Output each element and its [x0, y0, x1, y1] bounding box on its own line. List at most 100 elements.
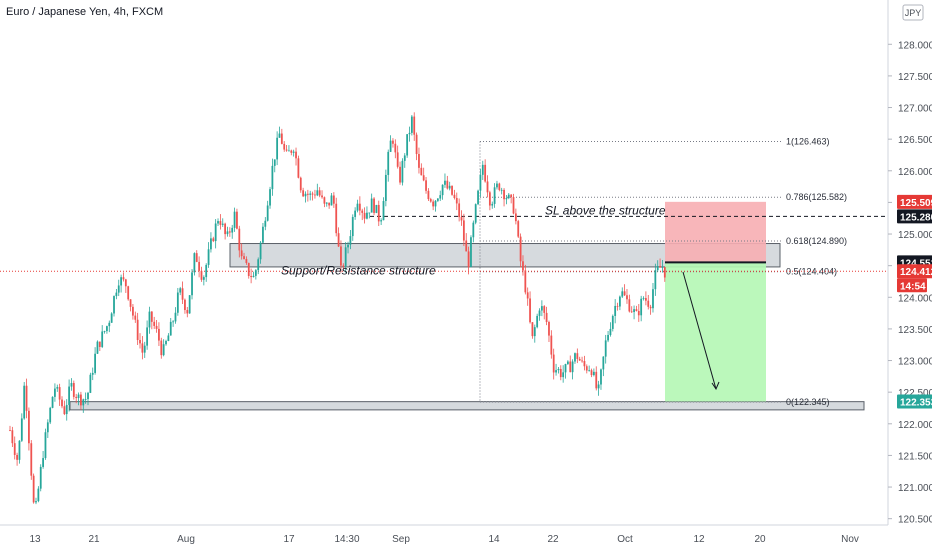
candle-body [533, 327, 536, 337]
candle-body [344, 247, 347, 267]
candle-body [306, 193, 309, 195]
currency-badge-label[interactable]: JPY [905, 8, 922, 18]
candle-body [186, 310, 189, 314]
candle-body [576, 353, 579, 359]
candle-body [347, 244, 349, 248]
candle-body [20, 418, 23, 441]
candle-body [557, 368, 560, 371]
candle-body [250, 275, 253, 278]
candle-body [451, 185, 453, 195]
candle-body [550, 335, 553, 355]
price-axis-label-box [897, 194, 932, 209]
candle-body [503, 189, 505, 200]
candle-body [214, 223, 217, 242]
y-tick-label: 127.000 [898, 104, 932, 115]
chart-title: Euro / Japanese Yen, 4h, FXCM [6, 6, 163, 18]
candle-body [427, 190, 430, 200]
candle-body [373, 198, 375, 213]
candle-body [330, 195, 333, 206]
candle-body [488, 192, 491, 206]
candle-body [455, 197, 458, 204]
candle-body [602, 356, 605, 370]
candle-body [422, 175, 425, 181]
candle-body [462, 220, 465, 241]
candle-body [87, 392, 89, 400]
zone-box [229, 243, 781, 268]
candle-body [498, 183, 501, 190]
candle-body [548, 321, 550, 336]
x-tick-label: Nov [841, 534, 859, 545]
candle-body [117, 285, 120, 293]
x-tick-label: 14 [488, 534, 500, 545]
candle-body [415, 134, 418, 155]
candle-body [406, 134, 409, 156]
candle-body [368, 212, 371, 214]
candle-body [526, 292, 529, 299]
y-tick-label: 125.000 [898, 230, 932, 241]
candle-body [288, 150, 290, 152]
candle-body [30, 443, 33, 476]
candle-body [467, 251, 470, 267]
candle-body [243, 256, 245, 259]
candle-body [205, 264, 208, 278]
candle-body [247, 262, 250, 276]
candle-body [262, 226, 264, 243]
candle-body [316, 190, 319, 196]
y-tick-label: 123.000 [898, 357, 932, 368]
candle-body [89, 374, 92, 393]
candle-body [68, 386, 70, 405]
candle-body [70, 383, 73, 387]
candle-body [413, 116, 416, 135]
candle-body [609, 328, 612, 335]
candle-body [571, 361, 574, 373]
price-axis-label: 124.412 [900, 267, 932, 278]
candle-body [477, 190, 479, 205]
candle-body [304, 193, 307, 197]
candle-body [285, 149, 288, 151]
candle-body [505, 198, 508, 200]
y-tick-label: 121.500 [898, 451, 932, 462]
candle-body [493, 187, 496, 204]
candle-body [25, 385, 28, 411]
fib-level-label: 0(122.345) [786, 397, 830, 407]
candle-body [392, 140, 394, 144]
candle-body [642, 298, 645, 299]
candle-body [318, 190, 321, 196]
candle-body [380, 220, 383, 222]
sl-annotation: SL above the structure [545, 203, 666, 217]
candle-body [198, 261, 201, 271]
candle-body [314, 194, 316, 196]
candle-body [174, 312, 177, 322]
candle-body [273, 159, 276, 166]
candle-body [394, 143, 397, 153]
candle-body [101, 331, 104, 347]
candle-body [635, 309, 638, 311]
y-tick-label: 127.500 [898, 72, 932, 83]
candle-body [517, 221, 520, 237]
projection-arrow-line [682, 271, 717, 390]
candle-body [141, 343, 144, 353]
candle-body [32, 475, 35, 503]
candle-body [96, 341, 99, 354]
candle-body [103, 331, 106, 332]
candle-body [37, 488, 40, 502]
candle-body [559, 368, 562, 378]
candle-body [387, 151, 390, 175]
candle-body [479, 174, 482, 191]
candle-body [167, 335, 170, 342]
candle-body [233, 211, 236, 228]
candle-body [661, 267, 664, 268]
candle-body [210, 238, 212, 250]
candle-body [332, 195, 335, 204]
candle-body [637, 310, 640, 316]
x-tick-label: 20 [754, 534, 766, 545]
x-tick-label: 22 [547, 534, 559, 545]
candle-body [75, 396, 78, 399]
candle-body [396, 152, 399, 167]
candle-body [148, 311, 151, 328]
candle-body [429, 199, 432, 202]
candle-body [297, 158, 300, 178]
candle-body [280, 133, 283, 144]
